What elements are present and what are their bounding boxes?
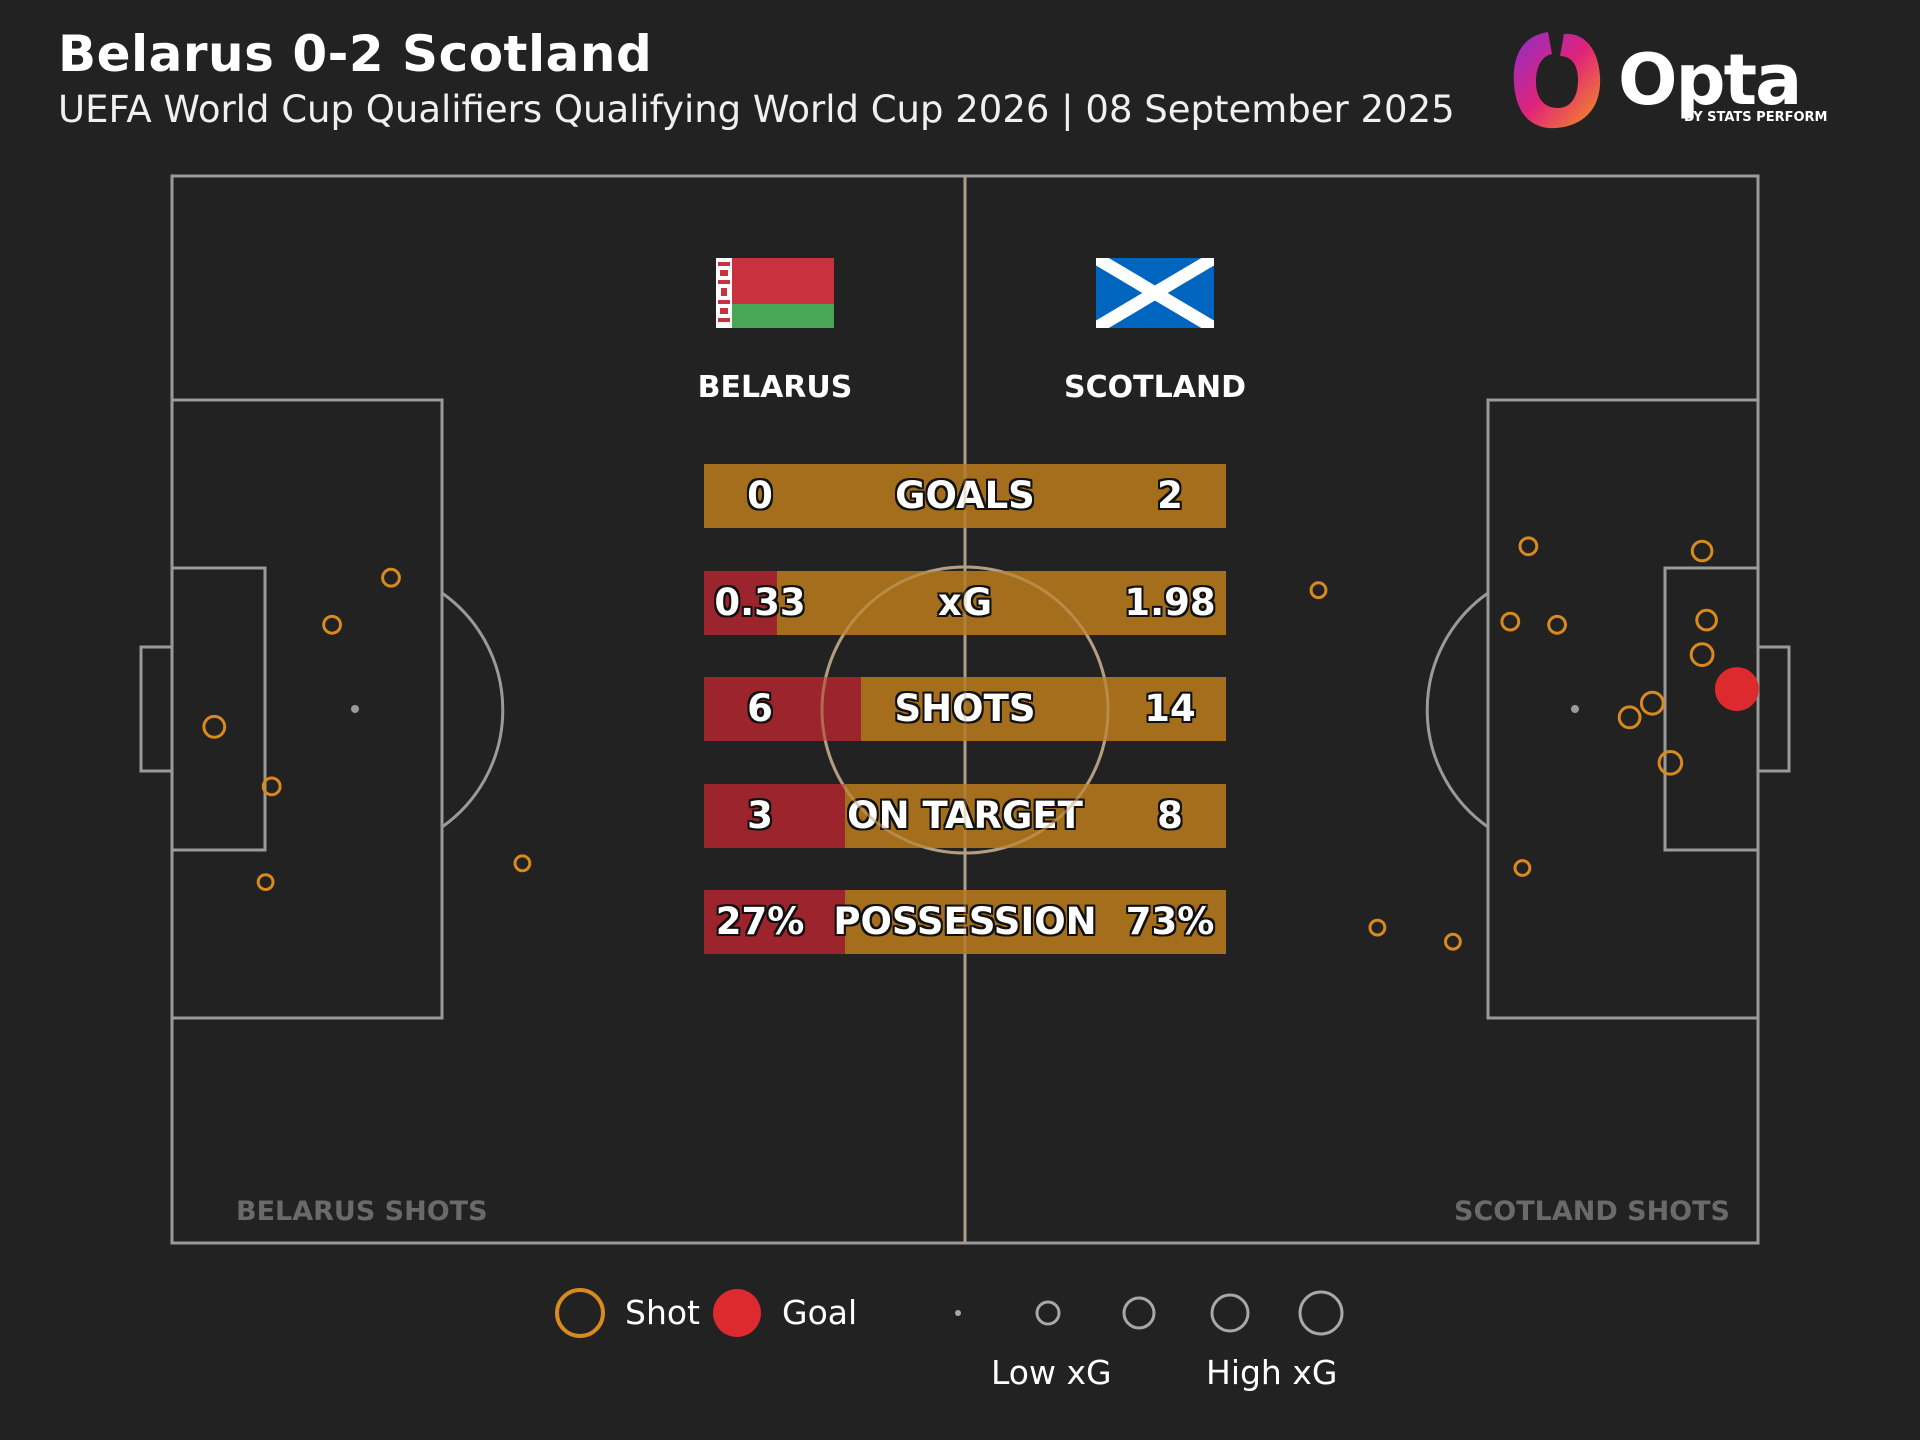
stat-row-on-target: 3 ON TARGET 8	[704, 784, 1226, 848]
home-shot-point-2	[322, 614, 343, 635]
scotland-flag-icon	[1096, 258, 1214, 328]
legend-goal-icon	[713, 1289, 761, 1337]
right-penalty-arc	[1425, 591, 1489, 829]
home-shot-point-4	[256, 873, 275, 891]
stat-away-on-target: 8	[1157, 794, 1183, 837]
stat-row-shots: 6 SHOTS 14	[704, 677, 1226, 741]
home-shot-point-5	[513, 854, 532, 873]
left-goal	[139, 645, 174, 773]
left-penalty-arc	[441, 591, 505, 829]
opta-mark-icon	[1513, 32, 1601, 129]
home-shots-label: BELARUS SHOTS	[236, 1196, 488, 1227]
legend	[555, 1288, 1344, 1338]
opta-tagline: BY STATS PERFORM	[1684, 110, 1828, 125]
legend-shot-icon	[555, 1288, 605, 1338]
home-team-name: BELARUS	[697, 370, 853, 405]
away-shot-point-12	[1368, 918, 1387, 937]
away-shot-point-3	[1617, 705, 1642, 730]
home-shot-point-1	[202, 714, 227, 739]
legend-xg-scale	[955, 1290, 1344, 1336]
stat-away-xg: 1.98	[1124, 581, 1216, 624]
stat-fill-xg	[704, 571, 777, 635]
shots-layer	[202, 536, 1759, 951]
left-six-yard-box	[170, 566, 267, 852]
belarus-flag-icon	[716, 258, 834, 328]
stat-home-shots: 6	[747, 687, 773, 730]
home-shot-point-3	[261, 776, 282, 797]
away-shot-point-2	[1639, 690, 1665, 716]
away-shots-label: SCOTLAND SHOTS	[1454, 1196, 1730, 1227]
left-penalty-box	[170, 398, 444, 1020]
stat-home-possession: 27%	[715, 900, 805, 943]
legend-high-xg-label: High xG	[1206, 1353, 1338, 1392]
away-shot-point-8	[1500, 611, 1521, 632]
away-shot-point-7	[1547, 614, 1567, 635]
stat-label-goals: GOALS	[895, 474, 1035, 517]
away-shot-point-13	[1309, 581, 1328, 600]
stat-home-on-target: 3	[747, 794, 773, 837]
stat-label-shots: SHOTS	[894, 687, 1036, 730]
right-penalty-spot	[1571, 705, 1579, 713]
chart-title: Belarus 0-2 Scotland	[58, 25, 653, 83]
legend-xg-size-5	[1298, 1290, 1344, 1336]
away-shot-point-6	[1690, 539, 1714, 563]
home-shot-point-0	[381, 567, 401, 588]
legend-goal-label: Goal	[782, 1293, 858, 1332]
legend-xg-size-4	[1210, 1293, 1250, 1333]
stat-away-goals: 2	[1157, 474, 1183, 517]
away-shot-point-4	[1657, 750, 1684, 776]
stat-away-possession: 73%	[1125, 900, 1215, 943]
away-goal-point-0	[1714, 667, 1759, 712]
left-penalty-spot	[351, 705, 359, 713]
stat-home-xg: 0.33	[714, 581, 806, 624]
away-shot-point-11	[1444, 932, 1462, 951]
away-shot-point-5	[1695, 608, 1718, 632]
legend-xg-size-3	[1122, 1296, 1156, 1330]
stat-row-goals: 0 GOALS 2	[704, 464, 1226, 528]
stat-away-shots: 14	[1144, 687, 1196, 730]
stat-row-xg: 0.33 xG 1.98	[704, 571, 1226, 635]
away-shot-point-10	[1513, 859, 1532, 877]
away-shot-point-1	[1689, 642, 1715, 667]
legend-low-xg-label: Low xG	[991, 1353, 1112, 1392]
right-goal	[1756, 645, 1791, 773]
stat-fill-possession	[704, 890, 845, 954]
away-shot-point-9	[1518, 536, 1539, 557]
legend-xg-size-2	[1035, 1300, 1061, 1326]
opta-logo: Opta BY STATS PERFORM	[1508, 26, 1827, 136]
stat-label-possession: POSSESSION	[833, 900, 1097, 943]
legend-shot-label: Shot	[625, 1293, 700, 1332]
header: Belarus 0-2 Scotland UEFA World Cup Qual…	[58, 18, 1455, 130]
stat-row-possession: 27% POSSESSION 73%	[704, 890, 1226, 954]
stat-label-on-target: ON TARGET	[847, 794, 1083, 837]
away-team-name: SCOTLAND	[1064, 370, 1246, 405]
legend-xg-size-1	[955, 1310, 961, 1316]
chart-subtitle: UEFA World Cup Qualifiers Qualifying Wor…	[58, 88, 1455, 131]
stat-label-xg: xG	[937, 581, 993, 624]
stat-home-goals: 0	[747, 474, 773, 517]
opta-wordmark: Opta	[1618, 39, 1802, 121]
